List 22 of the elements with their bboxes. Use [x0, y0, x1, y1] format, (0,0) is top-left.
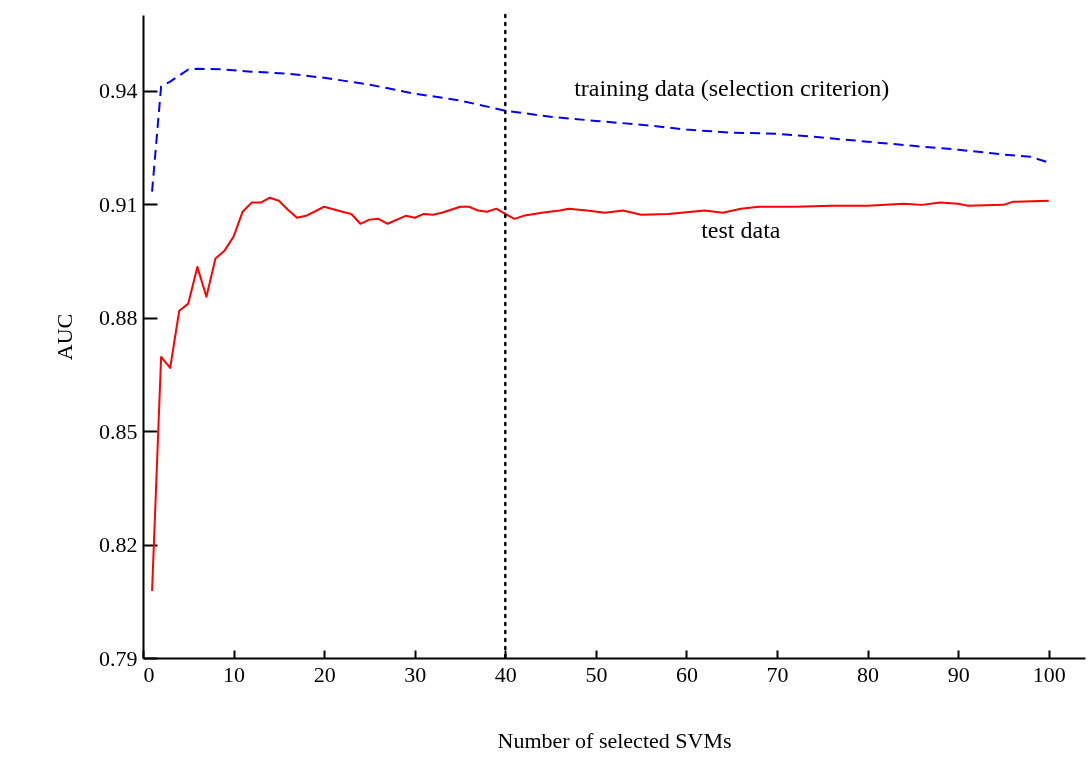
- x-tick-label: 30: [404, 661, 427, 687]
- x-tick-label: 90: [947, 661, 970, 687]
- y-tick-label: 0.85: [99, 418, 138, 444]
- y-tick-label: 0.94: [99, 78, 138, 104]
- y-tick-label: 0.91: [99, 191, 138, 217]
- line-series: [151, 196, 1050, 593]
- x-tick-label: 100: [1032, 661, 1066, 687]
- y-tick-label: 0.88: [99, 305, 138, 331]
- y-tick-label: 0.82: [99, 532, 138, 558]
- x-tick-label: 40: [494, 661, 517, 687]
- x-tick-label: 80: [857, 661, 880, 687]
- series-label: test data: [701, 216, 781, 243]
- y-axis-title: AUC: [52, 313, 77, 361]
- x-tick-label: 50: [585, 661, 608, 687]
- x-axis-title: Number of selected SVMs: [497, 727, 732, 753]
- y-tick-label: 0.79: [99, 645, 138, 671]
- x-tick-label: 0: [143, 661, 155, 687]
- x-tick-label: 70: [766, 661, 789, 687]
- x-tick-label: 20: [313, 661, 336, 687]
- series-label: training data (selection criterion): [574, 74, 890, 101]
- x-tick-label: 10: [223, 661, 246, 687]
- x-tick-label: 60: [675, 661, 698, 687]
